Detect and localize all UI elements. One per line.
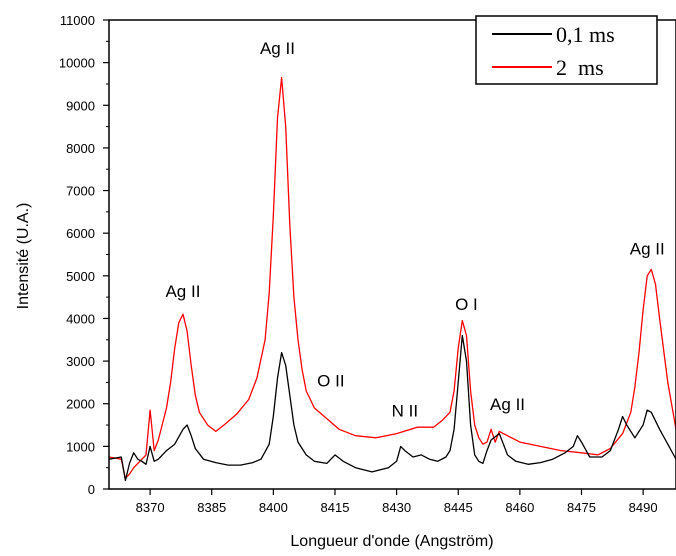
- x-tick-label: 8370: [136, 500, 165, 515]
- y-tick-label: 1000: [66, 439, 95, 454]
- series-line-0-1-ms: [108, 334, 676, 482]
- peak-annotation: N II: [392, 402, 418, 421]
- peak-annotation: Ag II: [630, 240, 665, 259]
- x-tick-label: 8415: [321, 500, 350, 515]
- y-axis-label: Intensité (U.A.): [15, 203, 32, 310]
- y-tick-label: 7000: [66, 184, 95, 199]
- legend: 0,1 ms 2 ms: [475, 15, 658, 85]
- annotation-layer: Ag II Ag II O II N II O I Ag II Ag II: [165, 39, 664, 420]
- peak-annotation: Ag II: [260, 39, 295, 58]
- legend-label-2-ms: 2 ms: [556, 55, 604, 80]
- y-tick-label: 8000: [66, 141, 95, 156]
- peak-annotation: O II: [317, 372, 344, 391]
- y-tick-label: 5000: [66, 269, 95, 284]
- x-tick-label: 8460: [505, 500, 534, 515]
- legend-label-0-1-ms: 0,1 ms: [556, 22, 615, 47]
- x-tick-label: 8475: [567, 500, 596, 515]
- x-tick-label: 8490: [629, 500, 658, 515]
- peak-annotation: Ag II: [165, 282, 200, 301]
- peak-annotation: O I: [455, 295, 478, 314]
- axis-ticks: 0 1000 2000 3000 4000 5000 6000 7000 8000 9000 100…: [59, 13, 658, 515]
- y-tick-label: 4000: [66, 311, 95, 326]
- peak-annotation: Ag II: [490, 395, 525, 414]
- y-tick-label: 9000: [66, 98, 95, 113]
- legend-box: [475, 15, 658, 85]
- series-layer: [108, 76, 676, 482]
- x-tick-label: 8445: [444, 500, 473, 515]
- x-axis-label: Longueur d'onde (Angström): [290, 533, 493, 550]
- y-tick-label: 0: [88, 482, 95, 497]
- y-tick-label: 11000: [60, 13, 95, 28]
- y-tick-label: 10000: [59, 56, 95, 71]
- y-tick-label: 6000: [66, 226, 95, 241]
- x-tick-label: 8400: [259, 500, 288, 515]
- series-line-2-ms: [108, 76, 676, 479]
- x-tick-label: 8385: [197, 500, 226, 515]
- plot-frame: [108, 19, 676, 490]
- y-tick-label: 2000: [66, 397, 95, 412]
- x-tick-label: 8430: [382, 500, 411, 515]
- y-tick-label: 3000: [66, 354, 95, 369]
